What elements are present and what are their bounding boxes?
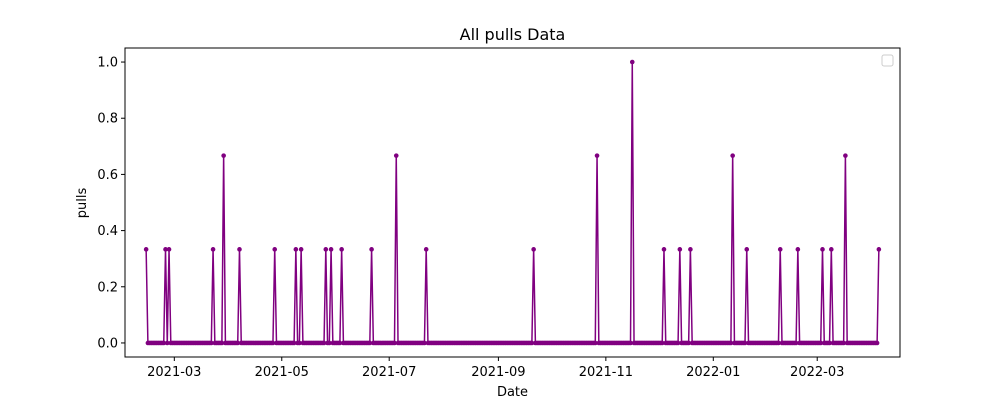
data-point	[297, 340, 302, 346]
y-axis-label: pulls	[75, 188, 90, 219]
y-tick-label: 0.0	[97, 336, 118, 351]
data-point	[843, 153, 848, 158]
x-tick-label: 2021-03	[147, 365, 201, 380]
x-tick-label: 2022-03	[790, 365, 844, 380]
data-point	[221, 153, 226, 158]
data-point	[209, 340, 214, 346]
x-tick-label: 2021-09	[471, 365, 525, 380]
data-point	[730, 153, 735, 158]
legend-box	[881, 54, 894, 67]
data-point	[661, 247, 667, 252]
data-point	[210, 247, 216, 252]
data-point	[219, 340, 225, 346]
data-point	[776, 340, 781, 346]
data-point	[422, 340, 427, 346]
data-point	[777, 247, 783, 252]
data-point	[392, 340, 397, 346]
data-point	[327, 340, 332, 346]
data-point	[321, 340, 327, 346]
data-point	[827, 340, 832, 346]
data-point	[293, 247, 299, 252]
data-point	[628, 340, 633, 346]
plot-area: 0.0 0.2 0.4 0.6 0.8 1.0 2021-03 2021-05 2021-07 2…	[97, 47, 901, 380]
data-point	[272, 247, 278, 252]
data-point	[164, 340, 170, 346]
data-point	[393, 153, 399, 158]
data-point	[744, 247, 750, 252]
y-tick-label: 1.0	[97, 56, 118, 71]
data-point	[876, 247, 882, 252]
x-tick-label: 2021-05	[255, 365, 309, 380]
data-point	[829, 247, 834, 252]
data-point	[369, 247, 374, 252]
y-tick-label: 0.6	[97, 168, 118, 183]
data-point	[166, 247, 172, 252]
x-tick-label: 2021-07	[362, 365, 416, 380]
data-point	[531, 247, 536, 252]
data-point	[270, 340, 276, 346]
data-point	[659, 340, 665, 346]
y-tick-label: 0.8	[97, 112, 118, 127]
data-point	[298, 247, 304, 252]
x-axis-label: Date	[497, 385, 528, 400]
data-point	[675, 340, 681, 346]
data-point	[161, 340, 167, 346]
chart-title: All pulls Data	[460, 25, 566, 44]
y-tick-label: 0.2	[97, 280, 118, 295]
data-point	[874, 340, 880, 346]
data-point	[793, 340, 799, 346]
data-point	[237, 247, 242, 252]
data-point	[629, 59, 635, 65]
data-point	[818, 340, 824, 346]
data-point	[742, 340, 748, 346]
data-point	[339, 247, 344, 252]
series-line	[145, 61, 880, 344]
data-point	[235, 340, 241, 346]
data-point	[323, 247, 329, 252]
data-point	[163, 247, 168, 252]
data-point	[820, 247, 825, 252]
y-tick-label: 0.4	[97, 224, 118, 239]
x-tick-label: 2021-11	[579, 365, 633, 380]
data-point	[592, 340, 598, 346]
data-point	[337, 340, 343, 346]
data-point	[728, 340, 734, 346]
data-point	[677, 247, 683, 252]
data-point	[143, 247, 149, 252]
data-point	[328, 247, 334, 252]
data-point	[291, 340, 297, 346]
data-point	[688, 247, 693, 252]
data-point	[686, 340, 691, 346]
data-point	[367, 340, 373, 346]
data-point	[795, 247, 801, 252]
plot-frame	[124, 47, 901, 358]
data-point	[529, 340, 535, 346]
data-point	[423, 247, 429, 252]
data-point	[594, 153, 600, 158]
x-tick-label: 2022-01	[686, 365, 740, 380]
data-point	[841, 340, 846, 346]
